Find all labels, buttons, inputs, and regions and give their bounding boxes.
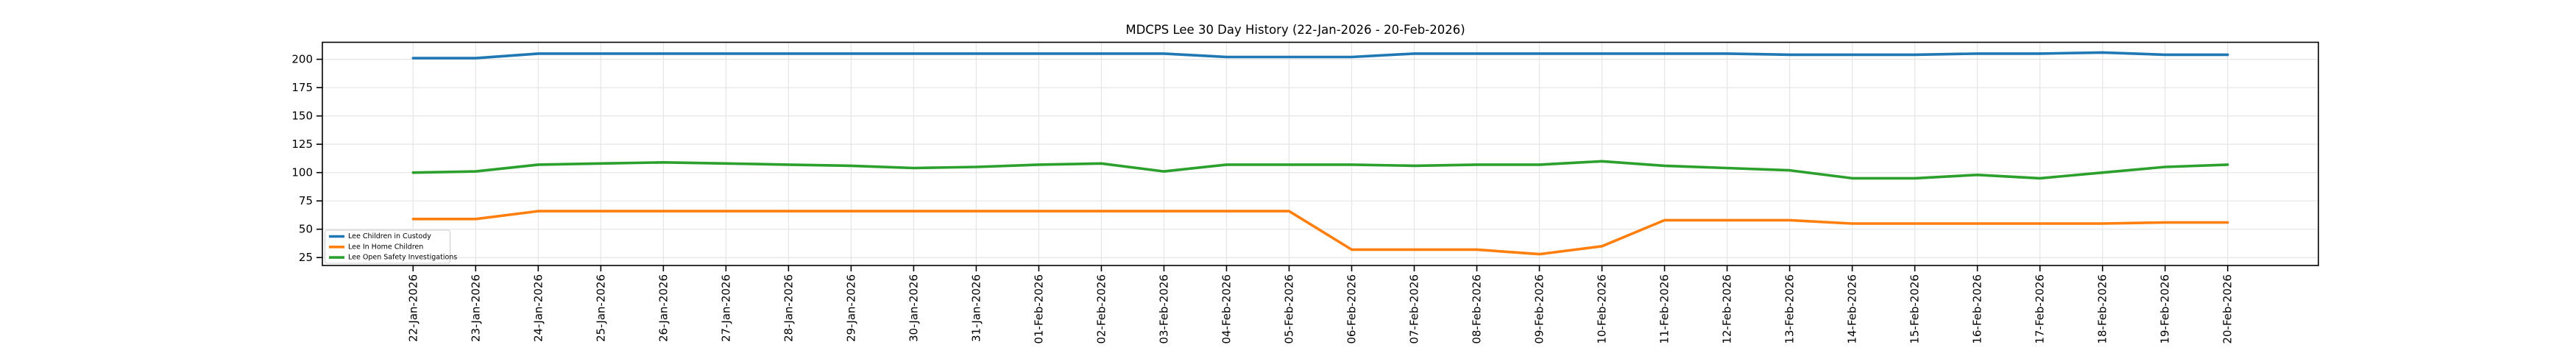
x-tick-label: 02-Feb-2026 <box>1094 274 1108 344</box>
x-tick-label: 22-Jan-2026 <box>406 274 420 342</box>
x-tick-label: 23-Jan-2026 <box>469 274 482 342</box>
x-tick-label: 16-Feb-2026 <box>1971 274 1984 344</box>
y-tick-label: 125 <box>291 138 313 151</box>
x-axis: 22-Jan-2026 23-Jan-2026 24-Jan-2026 25-Jan-… <box>406 265 2234 344</box>
legend-label: Lee Children in Custody <box>348 232 431 240</box>
x-tick-label: 17-Feb-2026 <box>2034 274 2047 344</box>
y-axis: 25 50 75 100 125 150 175 200 <box>291 53 322 264</box>
x-tick-label: 25-Jan-2026 <box>594 274 607 342</box>
x-tick-label: 04-Feb-2026 <box>1220 274 1233 344</box>
x-tick-label: 08-Feb-2026 <box>1471 274 1484 344</box>
x-tick-label: 13-Feb-2026 <box>1783 274 1797 344</box>
x-tick-label: 10-Feb-2026 <box>1596 274 1609 344</box>
x-tick-label: 12-Feb-2026 <box>1721 274 1734 344</box>
legend-item: Lee Open Safety Investigations <box>329 254 457 262</box>
legend-label: Lee In Home Children <box>348 243 423 251</box>
chart-title: MDCPS Lee 30 Day History (22-Jan-2026 - … <box>1125 23 1465 37</box>
x-tick-label: 05-Feb-2026 <box>1282 274 1295 344</box>
y-tick-label: 100 <box>291 166 313 179</box>
x-tick-label: 31-Jan-2026 <box>969 274 983 342</box>
x-tick-label: 06-Feb-2026 <box>1345 274 1359 344</box>
x-tick-label: 18-Feb-2026 <box>2096 274 2109 344</box>
x-tick-label: 01-Feb-2026 <box>1032 274 1045 344</box>
y-tick-label: 25 <box>299 251 313 264</box>
legend-label: Lee Open Safety Investigations <box>348 254 457 262</box>
series-line-2 <box>411 160 2229 180</box>
x-tick-label: 29-Jan-2026 <box>844 274 857 342</box>
legend: Lee Children in Custody Lee In Home Child… <box>325 229 457 264</box>
y-tick-label: 200 <box>291 53 313 66</box>
x-tick-label: 19-Feb-2026 <box>2159 274 2172 344</box>
x-tick-label: 14-Feb-2026 <box>1846 274 1859 344</box>
x-tick-label: 15-Feb-2026 <box>1908 274 1922 344</box>
x-tick-label: 27-Jan-2026 <box>719 274 732 342</box>
y-tick-label: 150 <box>291 110 313 123</box>
x-tick-label: 20-Feb-2026 <box>2221 274 2234 344</box>
legend-item: Lee Children in Custody <box>329 232 431 240</box>
y-tick-label: 175 <box>291 81 313 94</box>
plot-border <box>322 41 2319 266</box>
x-tick-label: 28-Jan-2026 <box>782 274 795 342</box>
grid <box>322 42 2318 265</box>
x-tick-label: 26-Jan-2026 <box>657 274 670 342</box>
plot-area: 25 50 75 100 125 150 175 200 22-Jan-2026 23-Jan-2… <box>291 41 2319 344</box>
x-tick-label: 24-Jan-2026 <box>531 274 545 342</box>
legend-box <box>325 229 450 264</box>
y-tick-label: 50 <box>299 223 313 236</box>
series-line-1 <box>411 210 2229 256</box>
x-tick-label: 07-Feb-2026 <box>1408 274 1421 344</box>
legend-item: Lee In Home Children <box>329 243 423 251</box>
x-tick-label: 11-Feb-2026 <box>1658 274 1671 344</box>
x-tick-label: 30-Jan-2026 <box>907 274 920 342</box>
y-tick-label: 75 <box>299 194 313 207</box>
series-line-0 <box>411 51 2229 60</box>
x-tick-label: 09-Feb-2026 <box>1533 274 1546 344</box>
x-tick-label: 03-Feb-2026 <box>1157 274 1170 344</box>
